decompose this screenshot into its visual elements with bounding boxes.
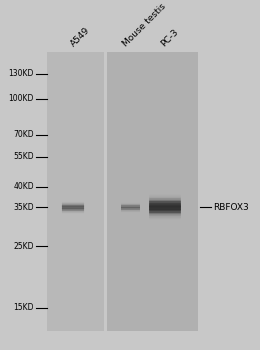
Bar xyxy=(107,51,198,331)
Text: 130KD: 130KD xyxy=(8,69,34,78)
Text: PC-3: PC-3 xyxy=(160,27,180,48)
Text: 15KD: 15KD xyxy=(13,303,34,312)
Text: 70KD: 70KD xyxy=(13,130,34,139)
Bar xyxy=(104,51,107,331)
Text: 35KD: 35KD xyxy=(13,203,34,211)
Text: 40KD: 40KD xyxy=(13,182,34,191)
Text: RBFOX3: RBFOX3 xyxy=(213,203,249,211)
Text: A549: A549 xyxy=(69,26,92,48)
Text: 100KD: 100KD xyxy=(8,94,34,103)
Text: 25KD: 25KD xyxy=(13,242,34,251)
Text: 55KD: 55KD xyxy=(13,152,34,161)
Bar xyxy=(47,51,104,331)
Text: Mouse testis: Mouse testis xyxy=(121,2,167,48)
